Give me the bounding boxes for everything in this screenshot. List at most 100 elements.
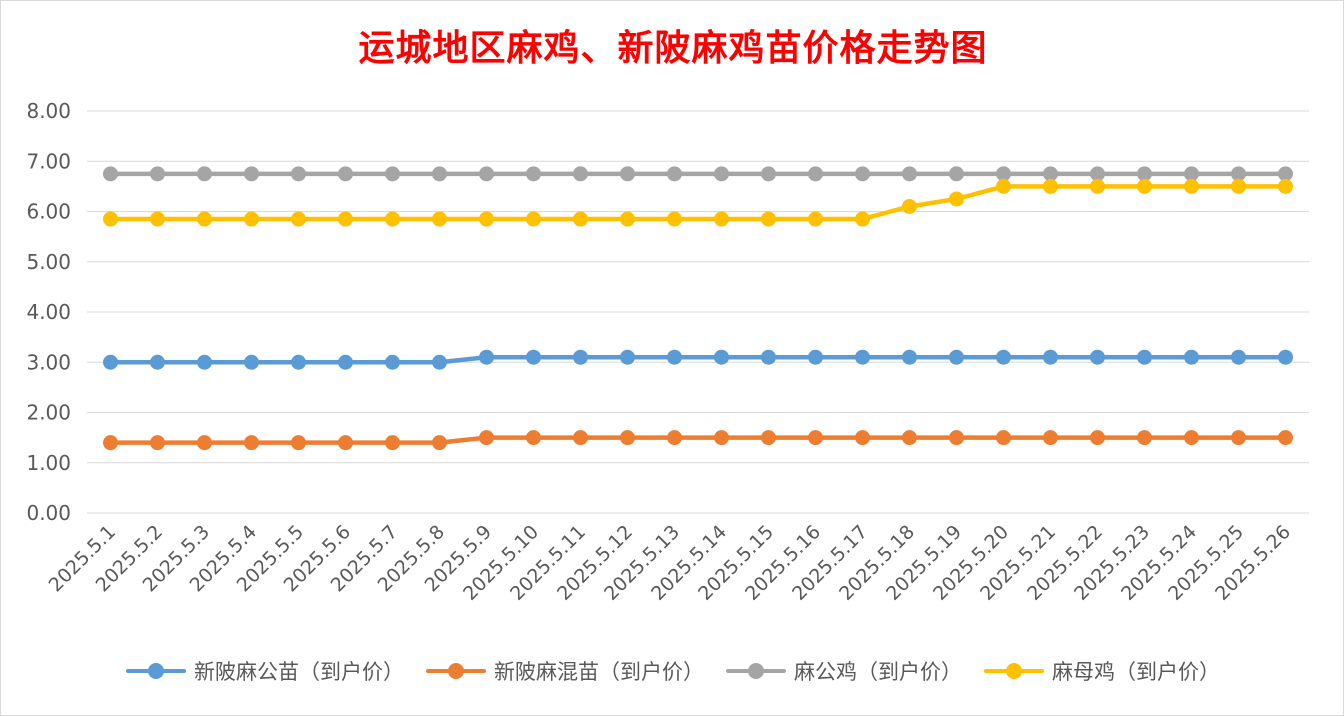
series-0 xyxy=(103,349,1293,370)
data-point xyxy=(1043,430,1058,446)
y-tick-label: 8.00 xyxy=(26,99,71,123)
legend-label: 麻公鸡（到户价） xyxy=(794,660,962,684)
data-point xyxy=(1137,166,1152,182)
data-point xyxy=(996,430,1011,446)
data-point xyxy=(1043,166,1058,182)
legend-swatch xyxy=(726,661,786,681)
data-point xyxy=(949,430,964,446)
data-point xyxy=(996,166,1011,182)
data-point xyxy=(1278,166,1293,182)
data-point xyxy=(1043,178,1058,194)
data-point xyxy=(1231,430,1246,446)
data-point xyxy=(855,166,870,182)
data-point xyxy=(996,178,1011,194)
data-point xyxy=(244,354,259,370)
data-point xyxy=(902,430,917,446)
data-point xyxy=(620,430,635,446)
data-point xyxy=(1043,349,1058,365)
data-point xyxy=(808,430,823,446)
data-point xyxy=(150,166,165,182)
data-point xyxy=(338,211,353,227)
data-point xyxy=(479,211,494,227)
data-point xyxy=(197,166,212,182)
data-point xyxy=(291,435,306,451)
y-tick-label: 5.00 xyxy=(26,250,71,274)
data-point xyxy=(667,430,682,446)
series-line-1 xyxy=(108,435,1288,445)
data-point xyxy=(855,430,870,446)
data-point xyxy=(808,349,823,365)
data-point xyxy=(1137,349,1152,365)
series-3 xyxy=(103,178,1293,227)
legend-item-2: 麻公鸡（到户价） xyxy=(726,656,962,686)
data-point xyxy=(1231,166,1246,182)
data-point xyxy=(573,166,588,182)
data-point xyxy=(432,435,447,451)
data-point xyxy=(667,349,682,365)
data-point xyxy=(103,211,118,227)
data-point xyxy=(1137,430,1152,446)
data-point xyxy=(244,211,259,227)
data-point xyxy=(714,211,729,227)
data-point xyxy=(1184,166,1199,182)
data-point xyxy=(1137,178,1152,194)
y-gridlines xyxy=(87,110,1309,514)
data-point xyxy=(902,349,917,365)
data-point xyxy=(526,166,541,182)
data-point xyxy=(150,211,165,227)
data-point xyxy=(479,166,494,182)
data-point xyxy=(761,211,776,227)
data-point xyxy=(620,166,635,182)
data-point xyxy=(573,430,588,446)
data-point xyxy=(902,166,917,182)
legend-swatch xyxy=(126,661,186,681)
legend-label: 麻母鸡（到户价） xyxy=(1052,660,1220,684)
data-point xyxy=(526,430,541,446)
data-point xyxy=(667,166,682,182)
series-1 xyxy=(103,430,1293,451)
data-point xyxy=(1231,178,1246,194)
data-point xyxy=(855,211,870,227)
data-point xyxy=(996,349,1011,365)
y-tick-label: 7.00 xyxy=(26,149,71,173)
data-point xyxy=(1184,430,1199,446)
data-point xyxy=(338,435,353,451)
legend-marker xyxy=(148,663,164,679)
data-point xyxy=(526,349,541,365)
data-point xyxy=(385,166,400,182)
data-point xyxy=(197,211,212,227)
data-point xyxy=(949,349,964,365)
data-point xyxy=(808,166,823,182)
legend-item-0: 新陂麻公苗（到户价） xyxy=(126,656,404,686)
data-point xyxy=(291,354,306,370)
y-tick-label: 3.00 xyxy=(26,350,71,374)
data-point xyxy=(385,435,400,451)
data-point xyxy=(197,354,212,370)
legend-item-3: 麻母鸡（到户价） xyxy=(984,656,1220,686)
y-tick-label: 2.00 xyxy=(26,401,71,425)
data-point xyxy=(573,211,588,227)
series-2 xyxy=(103,166,1293,182)
data-point xyxy=(1090,166,1105,182)
data-point xyxy=(479,349,494,365)
legend: 新陂麻公苗（到户价） 新陂麻混苗（到户价） 麻公鸡（到户价） 麻母鸡（到户价） xyxy=(1,653,1344,689)
data-point xyxy=(150,354,165,370)
data-point xyxy=(761,430,776,446)
legend-swatch xyxy=(984,661,1044,681)
legend-marker xyxy=(748,663,764,679)
y-tick-label: 6.00 xyxy=(26,200,71,224)
data-point xyxy=(761,349,776,365)
data-point xyxy=(526,211,541,227)
data-point xyxy=(949,191,964,207)
data-point xyxy=(103,435,118,451)
data-point xyxy=(1184,178,1199,194)
legend-swatch xyxy=(426,661,486,681)
data-point xyxy=(667,211,682,227)
series-line-3 xyxy=(108,184,1288,222)
data-point xyxy=(385,211,400,227)
data-point xyxy=(949,166,964,182)
data-point xyxy=(1278,430,1293,446)
data-point xyxy=(761,166,776,182)
data-point xyxy=(244,166,259,182)
